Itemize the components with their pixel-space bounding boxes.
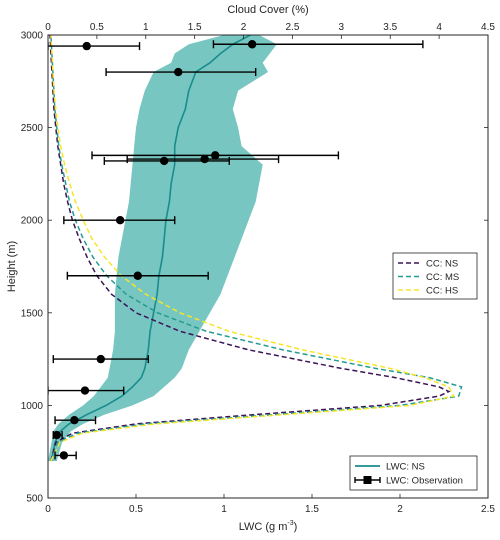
observation-marker (211, 151, 220, 160)
top-x-tick-label: 1 (143, 22, 149, 33)
observation-marker (96, 354, 106, 364)
observation-point (52, 354, 150, 364)
bottom-x-tick-label: 2.5 (481, 504, 495, 515)
legend-lwc: LWC: NS LWC: Observation (349, 455, 478, 491)
observation-point (105, 67, 257, 77)
bottom-axis-title-main: LWC (g m (239, 521, 288, 533)
top-x-tick-label: 0 (45, 22, 51, 33)
plot-area (48, 35, 463, 462)
observation-point (103, 156, 230, 166)
observation-point (52, 430, 63, 440)
top-x-tick-label: 0.5 (90, 22, 104, 33)
legend-cloud-cover: CC: NS CC: MS CC: HS (392, 252, 478, 300)
bottom-x-tick-label: 1.5 (305, 504, 319, 515)
y-tick-label: 2000 (21, 216, 44, 227)
y-tick-label: 1000 (21, 401, 44, 412)
lwc-ns-line (50, 35, 251, 462)
observation-point (63, 216, 176, 225)
top-x-tick-label: 4 (436, 22, 442, 33)
top-x-tick-label: 2 (241, 22, 247, 33)
y-tick-label: 1500 (21, 308, 44, 319)
y-tick-label: 3000 (21, 31, 44, 42)
lwc-ns-spread-band (48, 35, 277, 461)
cloud-cover-line-ccms (50, 35, 463, 462)
observation-point (54, 451, 77, 460)
cloud-cover-line-cchs (50, 35, 455, 462)
observation-marker (70, 416, 79, 425)
legend-cloud-cover-label: CC: HS (426, 286, 458, 297)
axes (47, 34, 489, 499)
observation-marker (82, 41, 91, 51)
tick-marks (47, 34, 489, 499)
top-x-tick-label: 1.5 (188, 22, 202, 33)
bottom-axis-title: LWC (g m-3) (239, 520, 298, 533)
observation-point (48, 386, 125, 395)
observation-marker (80, 386, 90, 395)
observation-marker (200, 154, 209, 164)
tick-labels: 0 0.5 1 1.5 2 2.5 0 0.5 1 1.5 2 2.5 3 3.5 4 4.5 500 1000 1… (21, 22, 496, 515)
legend-observation-label: LWC: Observation (386, 476, 463, 487)
bottom-x-tick-label: 0.5 (129, 504, 143, 515)
y-axis-title: Height (m) (6, 241, 18, 292)
plot-frame (47, 34, 489, 499)
legend-lwc-box (349, 455, 478, 491)
observation-point (54, 416, 97, 425)
bottom-x-tick-label: 1 (221, 504, 227, 515)
observation-point (48, 41, 141, 51)
observation-marker (174, 67, 183, 77)
observation-marker (247, 40, 257, 49)
legend-lwc-ns-label: LWC: NS (386, 462, 425, 473)
bottom-x-tick-label: 2 (397, 504, 403, 515)
legend-cloud-cover-label: CC: NS (426, 259, 458, 270)
observation-point (91, 151, 340, 160)
y-tick-label: 500 (26, 494, 43, 505)
top-x-tick-label: 3 (339, 22, 345, 33)
bottom-axis-title-exponent: -3 (287, 520, 293, 527)
observation-marker (159, 156, 169, 166)
bottom-x-tick-label: 0 (45, 504, 51, 515)
observation-point (212, 40, 424, 49)
observation-marker (52, 430, 61, 440)
observation-marker (59, 451, 69, 460)
top-x-tick-label: 3.5 (383, 22, 397, 33)
bottom-axis-title-end: ) (294, 521, 298, 533)
legend-observation-swatch-marker (363, 476, 372, 484)
top-x-tick-label: 2.5 (285, 22, 299, 33)
legend-cloud-cover-label: CC: MS (426, 272, 459, 283)
top-x-tick-label: 4.5 (481, 22, 495, 33)
y-tick-label: 2500 (21, 123, 44, 134)
observation-marker (115, 216, 125, 225)
top-axis-title: Cloud Cover (%) (227, 4, 308, 16)
observation-point (66, 271, 209, 280)
observation-marker (133, 271, 142, 280)
cloud-cover-line-ccns (49, 35, 451, 462)
